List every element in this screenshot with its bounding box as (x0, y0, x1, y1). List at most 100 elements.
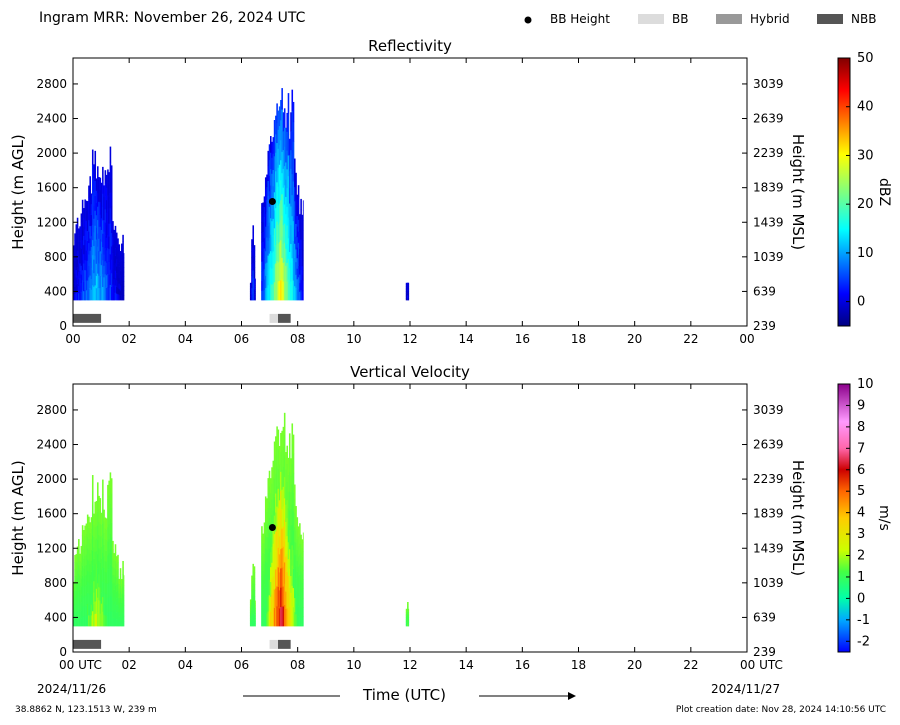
reflectivity-echo-cell (296, 194, 299, 206)
velocity-echo-cell (78, 565, 80, 575)
reflectivity-echo-cell (119, 290, 122, 296)
reflectivity-echo-cell (261, 261, 263, 272)
reflectivity-echo-cell (98, 177, 100, 190)
velocity-echo-1 (249, 563, 256, 627)
reflectivity-xtick-label: 08 (290, 332, 305, 346)
velocity-echo-cell (79, 575, 81, 583)
velocity-echo-cell (281, 528, 283, 549)
velocity-echo-cell (280, 587, 282, 608)
velocity-echo-cell (85, 605, 88, 617)
reflectivity-echo-cell (252, 255, 255, 263)
velocity-echo-cell (109, 533, 112, 550)
velocity-bb-height-point (268, 524, 276, 532)
reflectivity-echo-cell (93, 218, 95, 233)
reflectivity-echo-cell (264, 238, 267, 252)
velocity-echo-cell (73, 621, 75, 627)
reflectivity-echo-cell (283, 127, 286, 147)
velocity-echo-cell (287, 575, 290, 593)
reflectivity-echo-cell (76, 283, 79, 293)
velocity-echo-cell (117, 561, 119, 570)
reflectivity-echo-cell (88, 265, 90, 278)
velocity-echo-cell (86, 536, 89, 549)
velocity-echo-cell (104, 604, 107, 616)
reflectivity-echo-cell (273, 264, 276, 283)
velocity-echo-cell (93, 569, 95, 582)
velocity-echo-cell (275, 588, 277, 608)
velocity-echo-cell (252, 594, 255, 602)
reflectivity-echo-cell (76, 242, 79, 251)
reflectivity-echo-cell (262, 270, 264, 281)
velocity-echo-cell (277, 606, 280, 627)
reflectivity-echo-cell (88, 277, 90, 289)
reflectivity-echo-cell (88, 242, 90, 255)
velocity-echo-cell (102, 611, 104, 627)
velocity-echo-cell (253, 596, 256, 603)
velocity-echo-cell (280, 510, 282, 530)
reflectivity-echo-cell (286, 243, 288, 263)
velocity-echo-cell (76, 618, 79, 627)
reflectivity-echo-cell (123, 271, 125, 277)
velocity-y2tick-label: 1439 (753, 541, 784, 555)
reflectivity-echo-cell (85, 270, 88, 281)
velocity-echo-cell (109, 472, 112, 489)
velocity-echo-cell (122, 619, 124, 627)
reflectivity-echo-cell (122, 280, 124, 288)
reflectivity-echo-cell (79, 270, 81, 279)
reflectivity-echo-cell (118, 294, 121, 301)
velocity-echo-cell (270, 552, 272, 568)
reflectivity-title: Reflectivity (368, 37, 452, 55)
reflectivity-echo-cell (117, 293, 119, 301)
velocity-echo-cell (105, 561, 108, 573)
reflectivity-echo-cell (118, 255, 121, 262)
reflectivity-echo-cell (95, 275, 98, 289)
velocity-echo-cell (272, 593, 275, 610)
velocity-echo-cell (80, 618, 83, 627)
velocity-echo-cell (270, 507, 272, 523)
velocity-echo-cell (102, 479, 104, 495)
velocity-echo-cell (300, 562, 302, 572)
velocity-echo-cell (115, 577, 118, 585)
velocity-ytick-label: 2800 (36, 403, 67, 417)
velocity-echo-cell (93, 547, 95, 559)
velocity-echo-cell (98, 560, 100, 575)
reflectivity-echo-cell (280, 160, 282, 181)
velocity-xtick-label: 12 (402, 658, 417, 672)
reflectivity-echo-cell (90, 268, 93, 280)
velocity-echo-cell (287, 609, 290, 627)
reflectivity-echo-cell (264, 287, 267, 301)
reflectivity-echo-cell (271, 189, 273, 206)
velocity-echo-cell (117, 597, 119, 605)
velocity-echo-cell (299, 554, 301, 565)
reflectivity-echo-cell (282, 187, 285, 207)
reflectivity-colorbar (837, 57, 851, 327)
reflectivity-echo-cell (80, 213, 83, 223)
velocity-echo-cell (273, 496, 276, 516)
reflectivity-ytick-label: 2400 (36, 112, 67, 126)
reflectivity-echo-cell (263, 217, 266, 228)
reflectivity-echo-cell (79, 248, 81, 257)
velocity-echo-cell (283, 540, 286, 563)
reflectivity-echo-cell (251, 239, 253, 246)
reflectivity-echo-cell (278, 261, 281, 282)
velocity-echo-cell (286, 463, 288, 483)
reflectivity-echo-cell (90, 214, 93, 226)
velocity-echo-cell (264, 574, 267, 588)
velocity-echo-cell (122, 567, 124, 575)
reflectivity-echo-cell (117, 238, 119, 245)
velocity-echo-cell (273, 552, 276, 572)
velocity-echo-cell (290, 542, 292, 560)
velocity-title: Vertical Velocity (350, 363, 470, 381)
velocity-echo-cell (94, 539, 97, 552)
velocity-echo-cell (273, 441, 276, 461)
velocity-echo-cell (90, 571, 93, 583)
velocity-echo-cell (118, 597, 121, 603)
reflectivity-echo-cell (78, 228, 80, 236)
velocity-echo-cell (296, 560, 299, 572)
reflectivity-echo-cell (104, 170, 107, 184)
reflectivity-echo-cell (89, 176, 91, 189)
reflectivity-echo-cell (283, 146, 286, 167)
velocity-echo-cell (88, 582, 90, 594)
reflectivity-echo-cell (89, 250, 91, 264)
reflectivity-echo-cell (291, 110, 294, 133)
